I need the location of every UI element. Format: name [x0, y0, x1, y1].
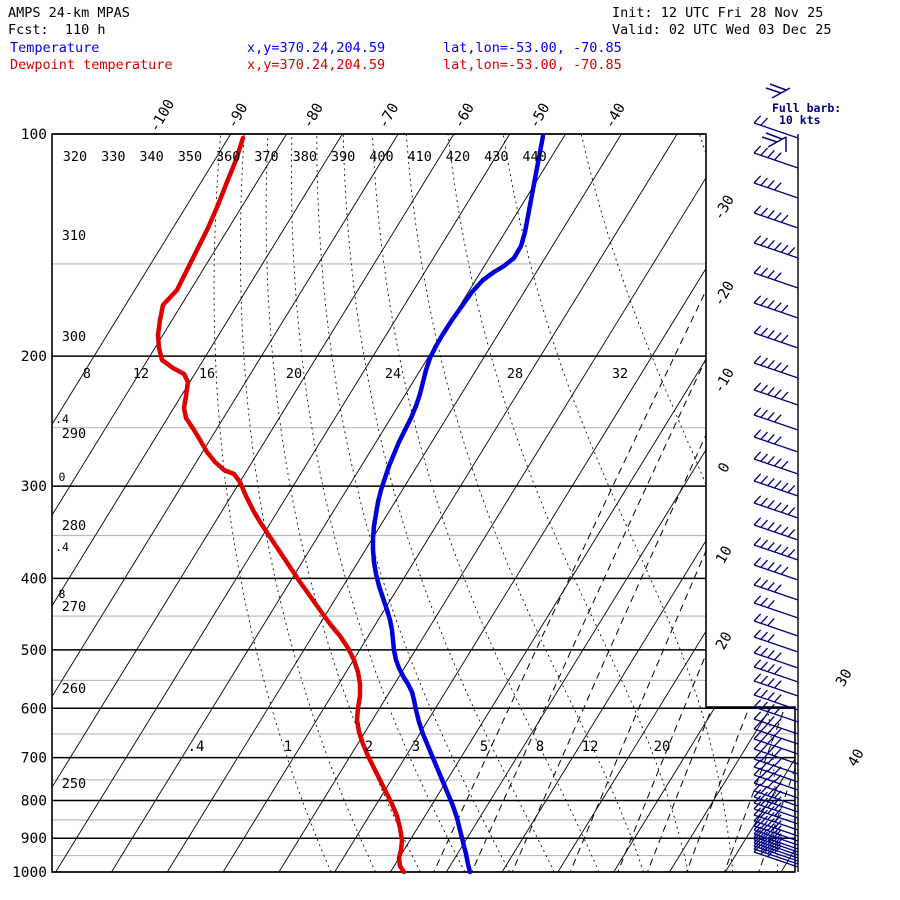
isotherm-top--40: -40 [602, 101, 629, 132]
dewpoint-latlon: lat,lon=-53.00, -70.85 [443, 57, 622, 73]
pressure-tick-100: 100 [21, 127, 47, 143]
dewpoint-profile-curve [370, 133, 546, 875]
plot-frame [51, 133, 796, 873]
theta-left-310: 310 [62, 228, 86, 244]
theta-top-380: 380 [293, 149, 317, 165]
wind-barb-group [753, 115, 799, 868]
theta-top-430: 430 [484, 149, 508, 165]
label-200mb-1: 12 [133, 366, 149, 382]
theta-left-250: 250 [62, 776, 86, 792]
forecast-hour: Fcst: 110 h [8, 22, 106, 38]
isotherm-top--90: -90 [225, 101, 252, 132]
theta-top-390: 390 [331, 149, 355, 165]
theta-left-300: 300 [62, 329, 86, 345]
isotherm-right-10: 10 [713, 543, 736, 566]
mixing-ratio-label-6: 12 [582, 739, 599, 755]
mixing-ratio-label-7: 20 [654, 739, 671, 755]
pressure-tick-800: 800 [21, 793, 47, 809]
theta-left-260: 260 [62, 681, 86, 697]
theta-top-320: 320 [63, 149, 87, 165]
temperature-latlon: lat,lon=-53.00, -70.85 [443, 40, 622, 56]
isotherm-right-30: 30 [833, 666, 856, 689]
dewpoint-xy: x,y=370.24,204.59 [247, 57, 386, 73]
isotherm-right-20: 20 [713, 629, 736, 652]
theta-top-420: 420 [446, 149, 470, 165]
isotherm-right-0: 0 [715, 460, 733, 476]
label-200mb-2: 16 [199, 366, 215, 382]
theta-top-370: 370 [254, 149, 278, 165]
major-pressure-gridlines [52, 133, 795, 873]
pressure-tick-500: 500 [21, 643, 47, 659]
label-200mb-3: 20 [286, 366, 302, 382]
isotherm-right--10: -10 [711, 366, 738, 397]
theta-top-340: 340 [139, 149, 163, 165]
init-time: Init: 12 UTC Fri 28 Nov 25 [612, 5, 824, 21]
mixing-ratio-label-1: 1 [284, 739, 292, 755]
left-ann-2: .4 [55, 540, 69, 554]
label-200mb-0: 8 [83, 366, 91, 382]
temperature-legend-label: Temperature [10, 40, 100, 56]
full-barb-line1: Full barb: [772, 101, 841, 115]
isotherm-right--20: -20 [711, 279, 738, 310]
label-200mb-5: 28 [507, 366, 523, 382]
minor-pressure-gridlines [52, 263, 795, 857]
theta-top-350: 350 [178, 149, 202, 165]
full-barb-line2: 10 kts [779, 113, 821, 127]
left-ann-0: .4 [55, 412, 69, 426]
isotherm-right-40: 40 [845, 746, 868, 769]
mixing-ratio-label-5: 8 [536, 739, 544, 755]
label-200mb-6: 32 [612, 366, 628, 382]
isotherm-right--30: -30 [711, 193, 738, 224]
left-ann-3: 8 [59, 587, 66, 601]
temperature-profile-curve [155, 135, 407, 875]
theta-left-290: 290 [62, 426, 86, 442]
mixing-ratio-label-2: 2 [365, 739, 373, 755]
theta-top-400: 400 [369, 149, 393, 165]
mixing-ratio-label-4: 5 [480, 739, 488, 755]
theta-left-280: 280 [62, 518, 86, 534]
isotherm-top--50: -50 [527, 101, 554, 132]
isotherm-top--70: -70 [376, 101, 403, 132]
pressure-tick-600: 600 [21, 701, 47, 717]
isotherm-top--100: -100 [147, 97, 178, 135]
pressure-tick-1000: 1000 [12, 865, 47, 881]
theta-top-440: 440 [522, 149, 546, 165]
temperature-xy: x,y=370.24,204.59 [247, 40, 386, 56]
mixing-ratio-label-3: 3 [412, 739, 420, 755]
pressure-tick-900: 900 [21, 831, 47, 847]
isotherm-top--80: -80 [300, 101, 327, 132]
moist-adiabat-lines [213, 134, 795, 872]
left-ann-1: 0 [59, 470, 66, 484]
theta-left-270: 270 [62, 599, 86, 615]
valid-time: Valid: 02 UTC Wed 03 Dec 25 [612, 22, 832, 38]
dewpoint-legend-label: Dewpoint temperature [10, 57, 173, 73]
pressure-tick-300: 300 [21, 479, 47, 495]
pressure-tick-700: 700 [21, 751, 47, 767]
model-title: AMPS 24-km MPAS [8, 5, 130, 21]
theta-top-410: 410 [408, 149, 432, 165]
pressure-tick-200: 200 [21, 349, 47, 365]
full-barb-legend: Full barb: 10 kts [761, 83, 841, 152]
theta-top-330: 330 [101, 149, 125, 165]
theta-top-360: 360 [216, 149, 240, 165]
pressure-tick-400: 400 [21, 571, 47, 587]
mixing-ratio-label-0: .4 [188, 739, 205, 755]
isotherm-top--60: -60 [451, 101, 478, 132]
label-200mb-4: 24 [385, 366, 401, 382]
